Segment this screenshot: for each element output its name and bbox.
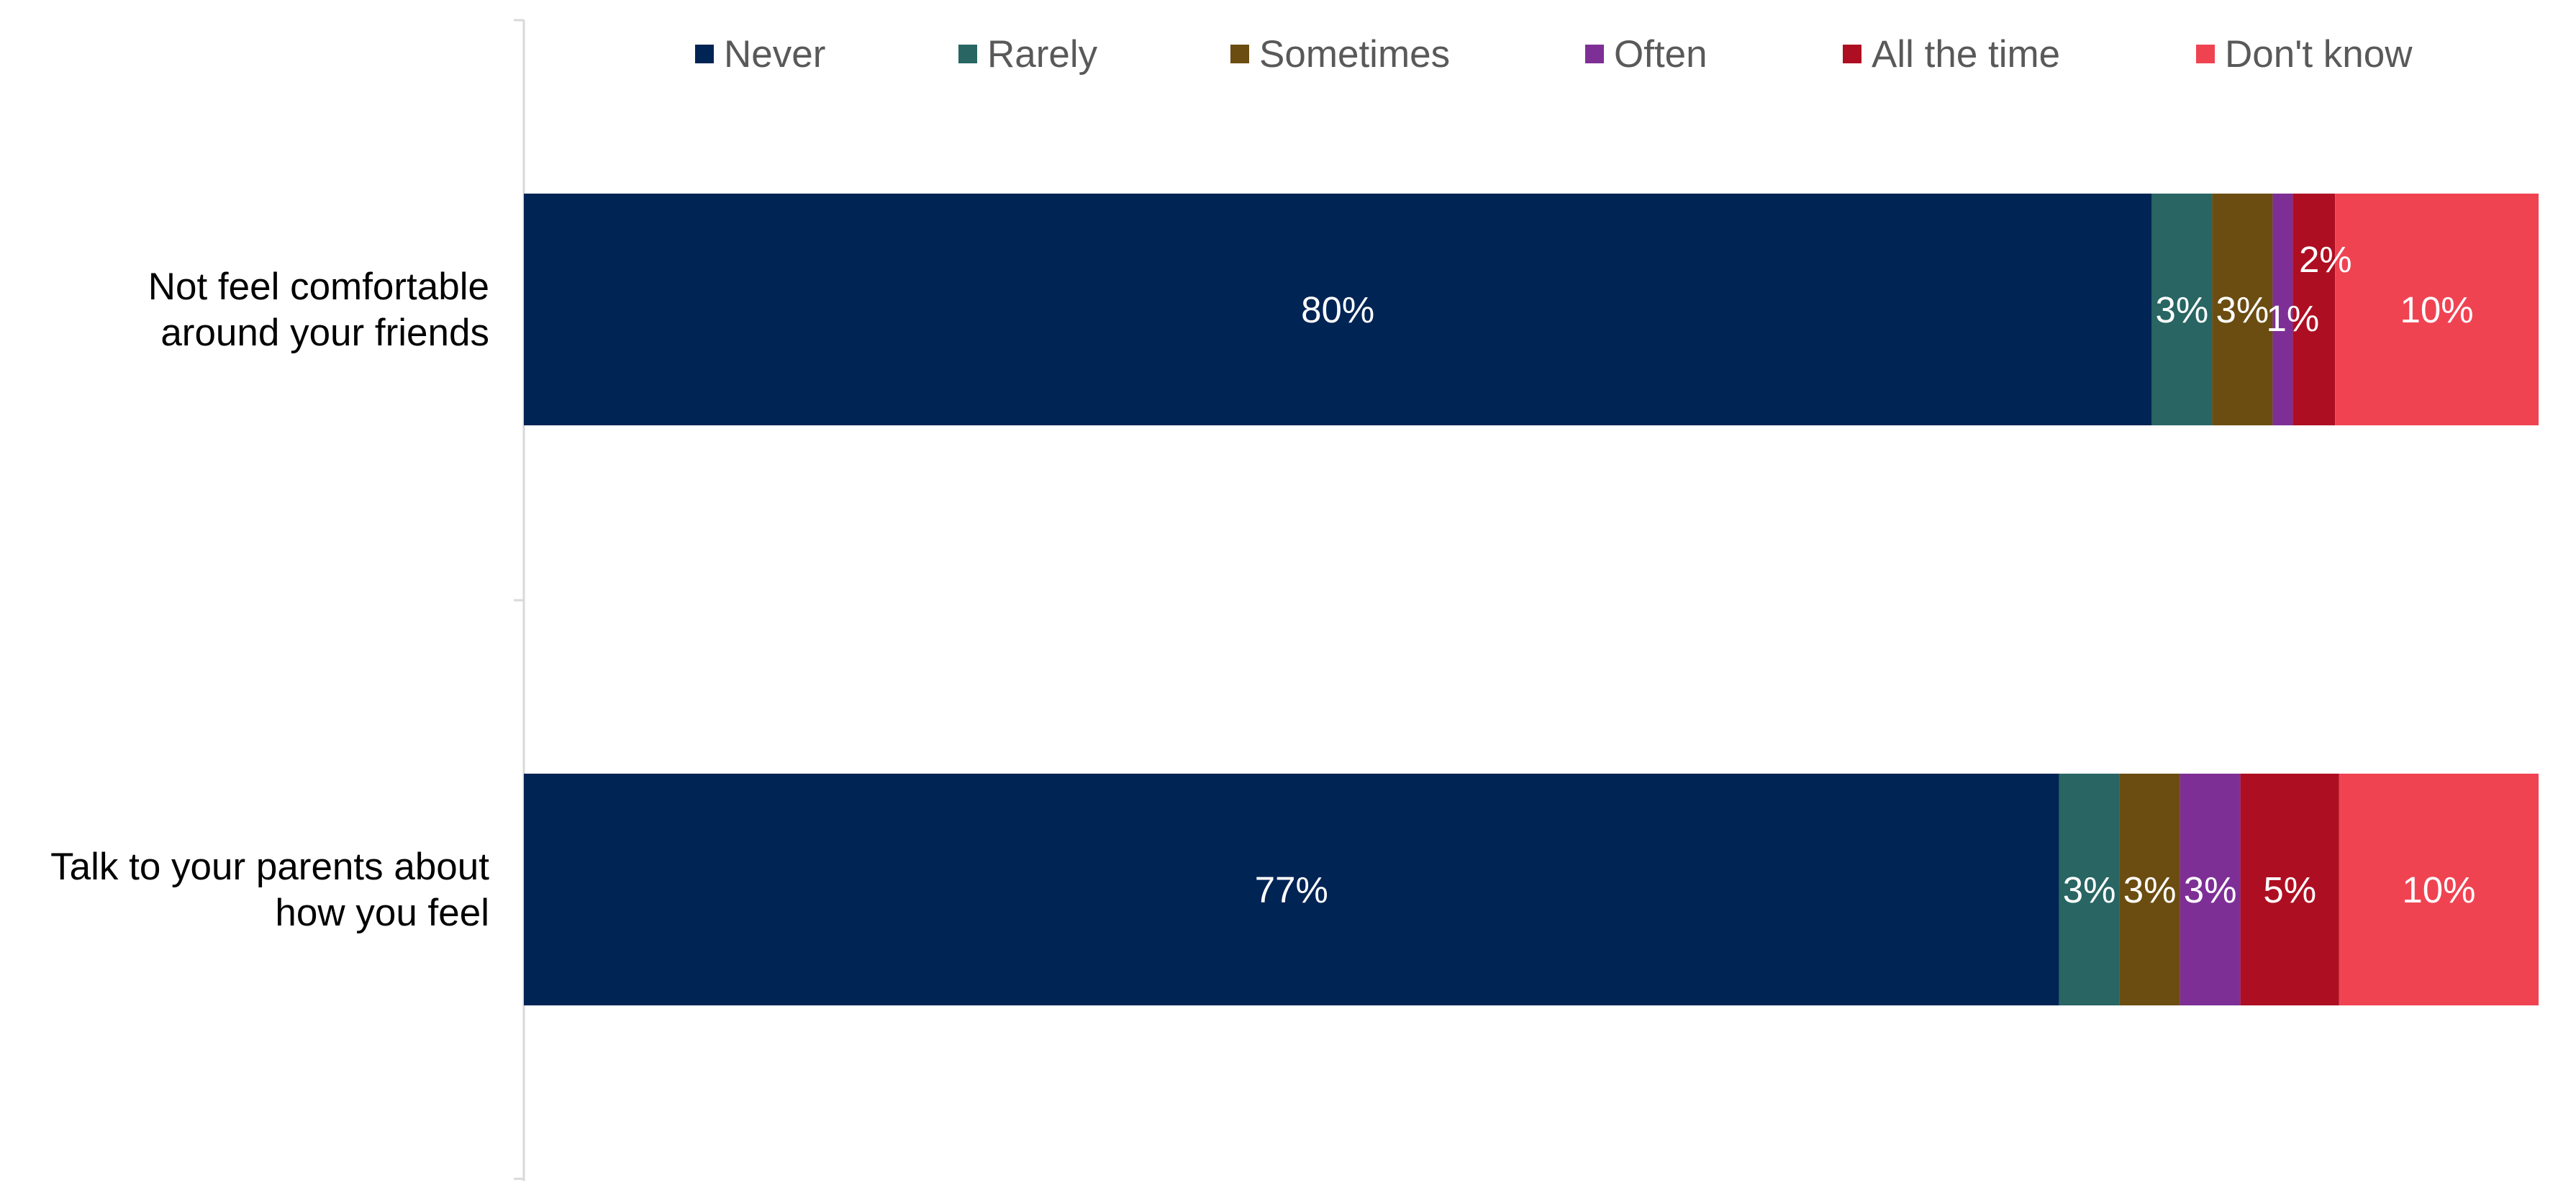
bar-segment-sometimes bbox=[2119, 774, 2180, 1005]
bar-segment-all-the-time bbox=[2292, 194, 2336, 425]
data-label: 1% bbox=[2267, 298, 2320, 339]
legend-label: All the time bbox=[1872, 33, 2060, 76]
legend-item-all-the-time: All the time bbox=[1843, 33, 2060, 76]
legend-item-don-t-know: Don't know bbox=[2196, 33, 2413, 76]
data-label: 3% bbox=[2063, 869, 2116, 910]
legend-swatch bbox=[1843, 45, 1861, 63]
data-label: 80% bbox=[1301, 289, 1374, 330]
legend-label: Sometimes bbox=[1259, 33, 1450, 76]
legend-item-sometimes: Sometimes bbox=[1230, 33, 1450, 76]
data-label: 77% bbox=[1255, 869, 1328, 910]
category-label: Talk to your parents about bbox=[50, 846, 489, 888]
legend-label: Rarely bbox=[987, 33, 1098, 76]
legend-label: Never bbox=[724, 33, 825, 76]
legend: Never Rarely Sometimes Often All the time Don… bbox=[695, 33, 2413, 76]
legend-label: Often bbox=[1614, 33, 1707, 76]
bar-segment-never bbox=[524, 774, 2059, 1005]
legend-swatch bbox=[1230, 45, 1249, 63]
data-label: 5% bbox=[2263, 869, 2316, 910]
bar-segment-often bbox=[2180, 774, 2241, 1005]
bar-segment-sometimes bbox=[2212, 194, 2273, 425]
data-label: 3% bbox=[2216, 289, 2269, 330]
bar-segment-never bbox=[524, 194, 2152, 425]
data-label: 2% bbox=[2299, 239, 2352, 280]
data-labels: 80% 3% 3%1%2%10%77% 3% 3% 3% 5% 10% bbox=[1255, 239, 2476, 910]
legend-swatch bbox=[2196, 45, 2215, 63]
legend-swatch bbox=[958, 45, 977, 63]
bar-segment-rarely bbox=[2151, 194, 2213, 425]
bar-segment-don-t-know bbox=[2335, 194, 2539, 425]
bar-segment-rarely bbox=[2059, 774, 2120, 1005]
data-label: 3% bbox=[2123, 869, 2177, 910]
legend-item-never: Never bbox=[695, 33, 825, 76]
data-label: 10% bbox=[2400, 289, 2474, 330]
legend-item-often: Often bbox=[1585, 33, 1707, 76]
bar-segment-don-t-know bbox=[2339, 774, 2539, 1005]
data-label: 3% bbox=[2156, 289, 2209, 330]
legend-swatch bbox=[1585, 45, 1604, 63]
bar-segment-often bbox=[2272, 194, 2293, 425]
category-label: around your friends bbox=[160, 312, 489, 354]
data-label: 10% bbox=[2402, 869, 2475, 910]
category-label: Not feel comfortable bbox=[148, 266, 489, 308]
legend-label: Don't know bbox=[2225, 33, 2413, 76]
data-label: 3% bbox=[2184, 869, 2237, 910]
category-label: how you feel bbox=[275, 892, 489, 934]
legend-swatch bbox=[695, 45, 714, 63]
bar-segment-all-the-time bbox=[2240, 774, 2339, 1005]
legend-item-rarely: Rarely bbox=[958, 33, 1098, 76]
bars bbox=[524, 194, 2539, 1005]
